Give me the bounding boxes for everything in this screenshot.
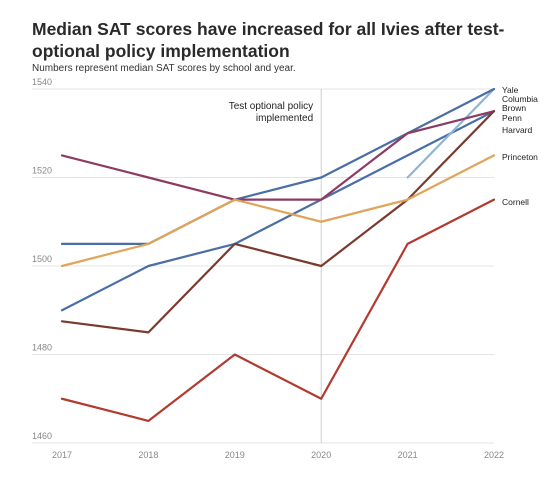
y-tick-label: 1540: [32, 77, 52, 87]
x-tick-label: 2022: [484, 450, 504, 460]
annotation-text: Test optional policy: [229, 101, 314, 112]
annotation-text: implemented: [256, 113, 313, 124]
y-tick-label: 1480: [32, 343, 52, 353]
series-line-columbia: [406, 87, 496, 179]
x-tick-label: 2019: [225, 450, 245, 460]
end-label-yale: Yale: [502, 85, 519, 95]
end-label-penn: Penn: [502, 113, 522, 123]
x-tick-label: 2020: [311, 450, 331, 460]
series-line-penn: [60, 110, 496, 201]
chart-title: Median SAT scores have increased for all…: [32, 19, 505, 61]
y-tick-label: 1460: [32, 431, 52, 441]
y-tick-label: 1520: [32, 166, 52, 176]
series-line-harvard: [60, 110, 496, 334]
series-line-cornell: [60, 198, 496, 422]
end-label-cornell: Cornell: [502, 197, 529, 207]
chart-subtitle: Numbers represent median SAT scores by s…: [32, 63, 296, 74]
x-tick-label: 2017: [52, 450, 72, 460]
end-label-harvard: Harvard: [502, 125, 533, 135]
end-label-columbia: Columbia: [502, 94, 538, 104]
x-tick-label: 2018: [138, 450, 158, 460]
series-line-yale: [60, 110, 496, 312]
y-tick-label: 1500: [32, 254, 52, 264]
x-tick-label: 2021: [398, 450, 418, 460]
end-label-brown: Brown: [502, 103, 526, 113]
end-label-princeton: Princeton: [502, 152, 538, 162]
series-line-brown: [60, 87, 496, 245]
series-line-princeton: [60, 154, 496, 268]
